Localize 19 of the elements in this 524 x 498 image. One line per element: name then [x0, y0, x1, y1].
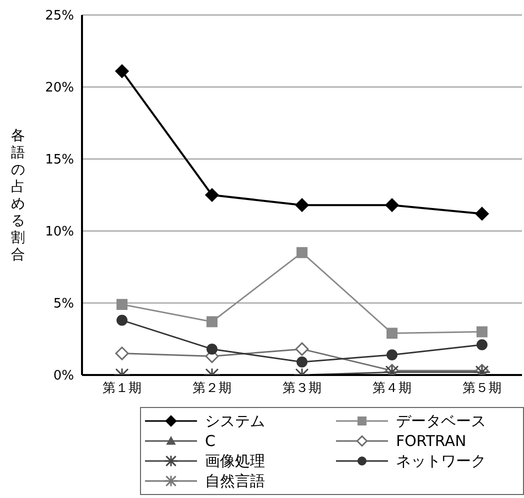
legend-label: 自然言語 [205, 472, 265, 490]
x-tick-label: 第４期 [372, 381, 412, 396]
y-tick-label: 15% [45, 152, 74, 168]
x-tick-label: 第１期 [102, 381, 142, 396]
legend-label: システム [205, 412, 265, 430]
legend-label: C [205, 432, 216, 450]
y-tick-label: 10% [45, 224, 74, 240]
legend-label: 画像処理 [205, 452, 265, 470]
legend-label: FORTRAN [396, 432, 466, 450]
legend-label: データベース [396, 412, 486, 430]
x-tick-label: 第５期 [462, 381, 502, 396]
y-tick-label: 5% [53, 296, 74, 312]
y-tick-label: 0% [53, 368, 74, 384]
y-tick-label: 25% [45, 8, 74, 24]
x-tick-label: 第３期 [282, 381, 322, 396]
legend-label: ネットワーク [396, 452, 486, 470]
y-axis-title: 各語の占める割合 [11, 128, 25, 263]
y-tick-label: 20% [45, 80, 74, 96]
x-tick-label: 第２期 [192, 381, 232, 396]
